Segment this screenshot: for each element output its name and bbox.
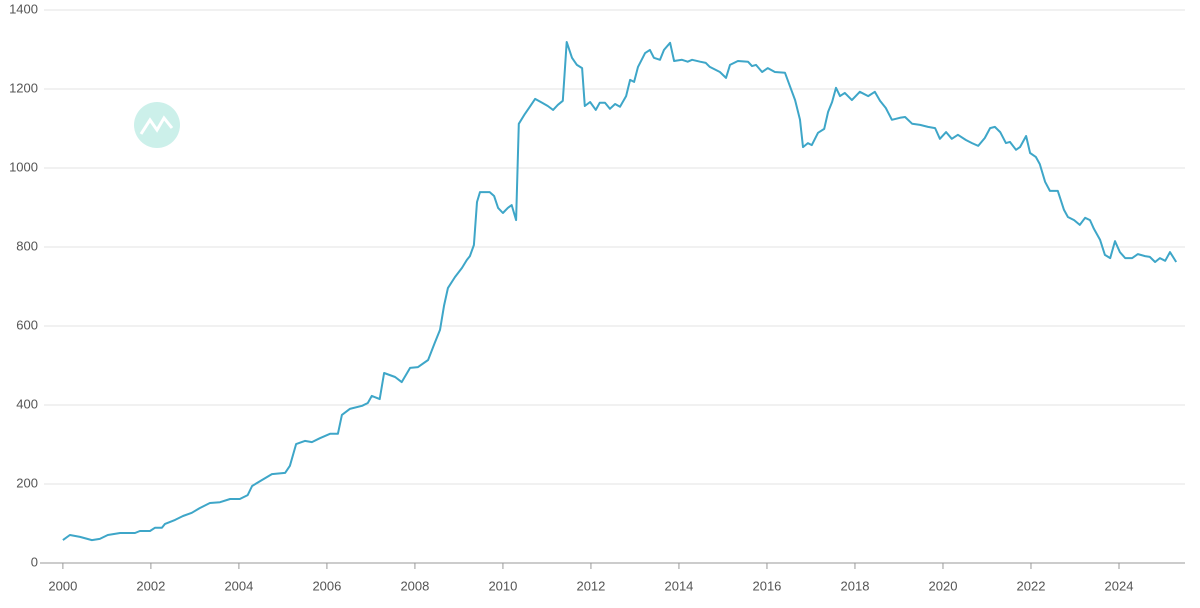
x-tick-label: 2014 <box>664 578 693 593</box>
x-tick-label: 2012 <box>576 578 605 593</box>
x-tick-label: 2024 <box>1105 578 1134 593</box>
line-series <box>62 41 1178 542</box>
watermark <box>134 102 180 148</box>
y-tick-label: 200 <box>16 475 38 490</box>
x-tick-label: 2010 <box>488 578 517 593</box>
y-tick-label: 0 <box>31 554 38 569</box>
y-tick-label: 1400 <box>9 1 38 16</box>
x-tick-label: 2000 <box>48 578 77 593</box>
y-tick-label: 1200 <box>9 80 38 95</box>
y-tick-label: 400 <box>16 396 38 411</box>
y-tick-label: 600 <box>16 317 38 332</box>
y-tick-label: 800 <box>16 238 38 253</box>
x-tick-label: 2004 <box>224 578 253 593</box>
x-tick-label: 2016 <box>752 578 781 593</box>
x-tick-label: 2002 <box>136 578 165 593</box>
x-tick-label: 2006 <box>312 578 341 593</box>
y-tick-label: 1000 <box>9 159 38 174</box>
x-tick-label: 2008 <box>400 578 429 593</box>
x-tick-label: 2018 <box>841 578 870 593</box>
x-tick-label: 2022 <box>1017 578 1046 593</box>
x-tick-label: 2020 <box>929 578 958 593</box>
